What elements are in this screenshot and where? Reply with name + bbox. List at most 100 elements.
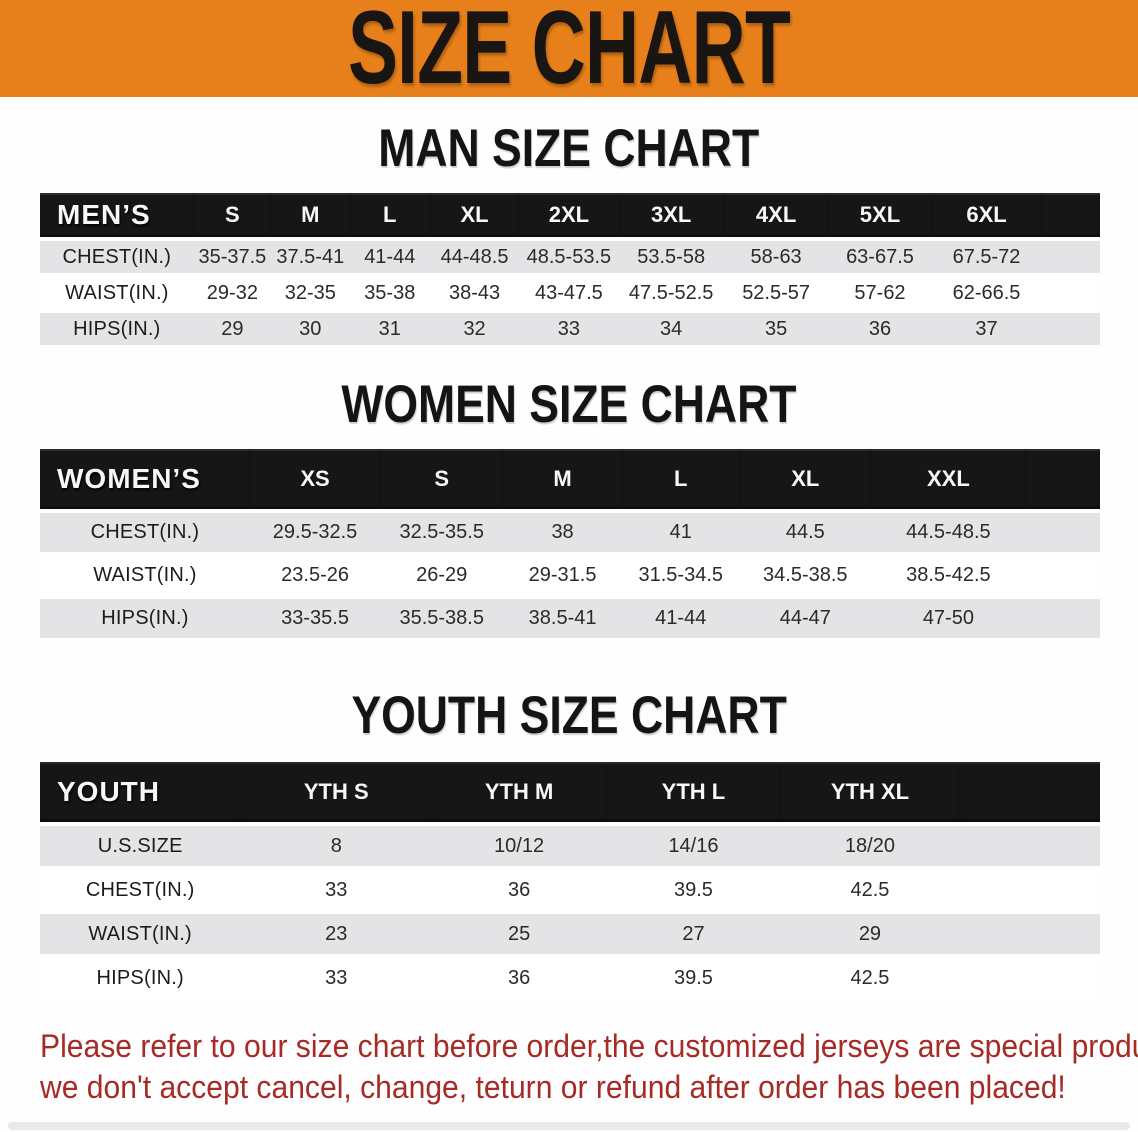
size-column-header: YTH XL	[780, 762, 959, 822]
size-column-header: L	[621, 449, 740, 509]
spacer-cell	[958, 762, 1100, 822]
size-column-header: XS	[249, 449, 381, 509]
table-cell: 37.5-41	[271, 241, 350, 273]
table-cell: 29	[193, 313, 272, 345]
table-cell: 30	[271, 313, 350, 345]
table-cell: 29	[780, 914, 959, 954]
table-cell: 29-32	[193, 277, 272, 309]
table-cell: 31	[349, 313, 431, 345]
table-row: WAIST(IN.) 29-32 32-35 35-38 38-43 43-47.5 47.…	[40, 277, 1100, 309]
spacer-cell	[1025, 513, 1100, 552]
size-column-header: 4XL	[723, 193, 829, 237]
table-row: HIPS(IN.) 29 30 31 32 33 34 35 36 37	[40, 313, 1100, 345]
row-label: HIPS(IN.)	[40, 958, 241, 998]
table-cell: 44.5-48.5	[871, 513, 1026, 552]
table-cell: 41-44	[349, 241, 431, 273]
table-cell: 39.5	[606, 870, 781, 910]
table-cell: 33	[240, 870, 433, 910]
size-column-header: L	[349, 193, 431, 237]
women-section-heading: WOMEN SIZE CHART	[0, 378, 1138, 431]
table-cell: 44-48.5	[430, 241, 520, 273]
disclaimer-line-1: Please refer to our size chart before or…	[40, 1028, 1138, 1064]
table-cell: 38	[503, 513, 622, 552]
table-cell: 35-38	[349, 277, 431, 309]
size-column-header: XL	[430, 193, 520, 237]
table-cell: 38.5-42.5	[871, 556, 1026, 595]
row-label: CHEST(IN.)	[40, 241, 194, 273]
table-cell: 67.5-72	[931, 241, 1042, 273]
table-header-row: YOUTH YTH S YTH M YTH L YTH XL	[40, 762, 1100, 822]
table-cell: 41	[621, 513, 740, 552]
table-cell: 34	[618, 313, 724, 345]
table-cell: 8	[240, 826, 433, 866]
table-cell: 35-37.5	[193, 241, 272, 273]
table-cell: 48.5-53.5	[519, 241, 619, 273]
table-cell: 25	[432, 914, 607, 954]
table-cell: 52.5-57	[723, 277, 829, 309]
disclaimer-line-2: we don't accept cancel, change, teturn o…	[40, 1069, 1066, 1105]
size-column-header: M	[271, 193, 350, 237]
size-chart-banner: SIZE CHART	[0, 0, 1138, 100]
size-column-header: YTH M	[432, 762, 607, 822]
table-cell: 32	[430, 313, 520, 345]
table-cell: 23.5-26	[249, 556, 381, 595]
table-group-label: WOMEN’S	[40, 449, 250, 509]
size-column-header: 2XL	[519, 193, 619, 237]
spacer-cell	[1025, 556, 1100, 595]
size-column-header: 6XL	[931, 193, 1042, 237]
table-group-label: MEN’S	[40, 193, 194, 237]
table-cell: 44.5	[739, 513, 872, 552]
size-column-header: 5XL	[828, 193, 932, 237]
table-cell: 33-35.5	[249, 599, 381, 638]
row-label: WAIST(IN.)	[40, 556, 250, 595]
table-cell: 36	[432, 958, 607, 998]
table-cell: 42.5	[780, 870, 959, 910]
table-row: HIPS(IN.) 33-35.5 35.5-38.5 38.5-41 41-44 44-…	[40, 599, 1100, 638]
table-cell: 58-63	[723, 241, 829, 273]
table-cell: 10/12	[432, 826, 607, 866]
table-cell: 37	[931, 313, 1042, 345]
table-cell: 18/20	[780, 826, 959, 866]
table-cell: 36	[828, 313, 932, 345]
spacer-cell	[958, 958, 1100, 998]
table-row: CHEST(IN.) 33 36 39.5 42.5	[40, 870, 1100, 910]
table-cell: 33	[519, 313, 619, 345]
table-header-row: WOMEN’S XS S M L XL XXL	[40, 449, 1100, 509]
table-cell: 63-67.5	[828, 241, 932, 273]
table-row: CHEST(IN.) 29.5-32.5 32.5-35.5 38 41 44.5 44.5…	[40, 513, 1100, 552]
table-cell: 14/16	[606, 826, 781, 866]
table-cell: 39.5	[606, 958, 781, 998]
table-cell: 47-50	[871, 599, 1026, 638]
table-cell: 53.5-58	[618, 241, 724, 273]
table-cell: 57-62	[828, 277, 932, 309]
table-cell: 29.5-32.5	[249, 513, 381, 552]
table-cell: 36	[432, 870, 607, 910]
order-disclaimer: Please refer to our size chart before or…	[40, 1026, 1138, 1108]
table-cell: 32.5-35.5	[380, 513, 504, 552]
size-column-header: XL	[739, 449, 872, 509]
man-size-table: MEN’S S M L XL 2XL 3XL 4XL 5XL 6XL CHEST(IN.) 35-37…	[40, 189, 1100, 349]
table-row: WAIST(IN.) 23.5-26 26-29 29-31.5 31.5-34.5 34…	[40, 556, 1100, 595]
table-group-label: YOUTH	[40, 762, 241, 822]
table-cell: 34.5-38.5	[739, 556, 872, 595]
size-column-header: YTH L	[606, 762, 781, 822]
table-cell: 38-43	[430, 277, 520, 309]
spacer-cell	[958, 870, 1100, 910]
table-cell: 26-29	[380, 556, 504, 595]
table-cell: 35.5-38.5	[380, 599, 504, 638]
table-cell: 27	[606, 914, 781, 954]
bottom-edge-strip	[8, 1122, 1130, 1130]
table-cell: 43-47.5	[519, 277, 619, 309]
row-label: WAIST(IN.)	[40, 914, 241, 954]
youth-section-heading: YOUTH SIZE CHART	[0, 689, 1138, 742]
spacer-cell	[958, 914, 1100, 954]
spacer-cell	[1025, 449, 1100, 509]
table-cell: 33	[240, 958, 433, 998]
table-cell: 35	[723, 313, 829, 345]
table-row: CHEST(IN.) 35-37.5 37.5-41 41-44 44-48.5 48.5…	[40, 241, 1100, 273]
youth-size-table: YOUTH YTH S YTH M YTH L YTH XL U.S.SIZE 8 10/12…	[40, 758, 1100, 1002]
women-size-table: WOMEN’S XS S M L XL XXL CHEST(IN.) 29.5-32.5 32.5…	[40, 445, 1100, 642]
size-column-header: M	[503, 449, 622, 509]
table-header-row: MEN’S S M L XL 2XL 3XL 4XL 5XL 6XL	[40, 193, 1100, 237]
row-label: CHEST(IN.)	[40, 870, 241, 910]
